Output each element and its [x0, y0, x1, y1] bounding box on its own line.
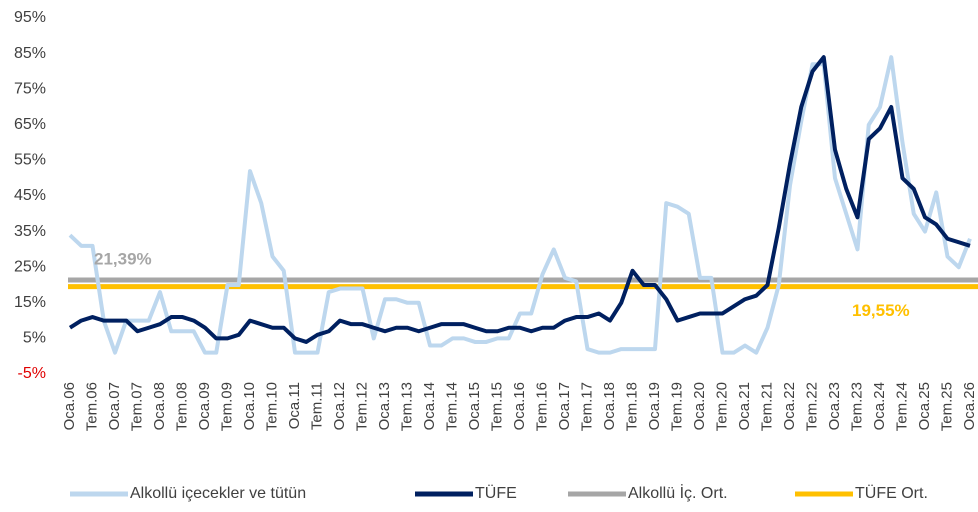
- y-tick-label: 95%: [14, 9, 46, 26]
- y-tick-label: 35%: [14, 223, 46, 240]
- x-tick-label: Tem.06: [83, 382, 100, 431]
- x-tick-label: Oca.26: [961, 382, 978, 430]
- x-tick-label: Tem.24: [893, 382, 910, 431]
- legend-label: TÜFE: [475, 484, 517, 502]
- y-tick-label: 75%: [14, 80, 46, 97]
- x-tick-label: Tem.22: [803, 382, 820, 431]
- y-tick-label: 5%: [23, 330, 46, 347]
- x-tick-label: Oca.25: [916, 382, 933, 430]
- x-tick-label: Tem.09: [218, 382, 235, 431]
- x-tick-label: Oca.09: [196, 382, 213, 430]
- x-tick-label: Oca.12: [331, 382, 348, 430]
- x-tick-label: Tem.18: [623, 382, 640, 431]
- x-tick-label: Tem.13: [398, 382, 415, 431]
- y-tick-label: 85%: [14, 45, 46, 62]
- x-tick-label: Oca.10: [241, 382, 258, 430]
- x-tick-label: Tem.07: [128, 382, 145, 431]
- x-tick-label: Oca.08: [151, 382, 168, 430]
- x-tick-label: Tem.17: [578, 382, 595, 431]
- x-tick-label: Oca.07: [106, 382, 123, 430]
- x-tick-label: Tem.12: [353, 382, 370, 431]
- x-tick-label: Tem.25: [938, 382, 955, 431]
- x-tick-label: Oca.24: [871, 382, 888, 430]
- y-tick-label: 45%: [14, 187, 46, 204]
- legend-label: TÜFE Ort.: [855, 484, 928, 502]
- x-tick-label: Tem.20: [713, 382, 730, 431]
- x-tick-label: Oca.06: [61, 382, 78, 430]
- y-tick-label: 65%: [14, 116, 46, 133]
- x-tick-label: Tem.14: [443, 382, 460, 431]
- x-tick-label: Oca.18: [601, 382, 618, 430]
- x-tick-label: Tem.16: [533, 382, 550, 431]
- series-line: [68, 55, 971, 344]
- y-tick-label: 25%: [14, 258, 46, 275]
- x-tick-label: Oca.13: [376, 382, 393, 430]
- reference-label: 21,39%: [94, 250, 152, 269]
- x-tick-label: Oca.21: [736, 382, 753, 430]
- x-tick-label: Tem.15: [488, 382, 505, 431]
- x-tick-label: Tem.19: [668, 382, 685, 431]
- y-tick-label: 55%: [14, 152, 46, 169]
- x-tick-label: Oca.11: [286, 382, 303, 429]
- legend-label: Alkollü İç. Ort.: [628, 483, 728, 502]
- reference-label: 19,55%: [852, 301, 910, 320]
- x-tick-label: Tem.08: [173, 382, 190, 431]
- x-tick-label: Oca.15: [466, 382, 483, 430]
- x-tick-label: Oca.14: [421, 382, 438, 430]
- x-tick-label: Tem.21: [758, 382, 775, 431]
- x-tick-label: Oca.19: [646, 382, 663, 430]
- series-line: [68, 55, 972, 355]
- y-tick-label: 15%: [14, 294, 46, 311]
- x-tick-label: Oca.20: [691, 382, 708, 430]
- x-tick-label: Oca.17: [556, 382, 573, 430]
- x-tick-label: Oca.16: [511, 382, 528, 430]
- x-tick-label: Tem.23: [848, 382, 865, 431]
- legend-label: Alkollü içecekler ve tütün: [130, 485, 306, 502]
- x-tick-label: Tem.10: [263, 382, 280, 431]
- y-tick-label: -5%: [18, 365, 46, 382]
- x-tick-label: Oca.23: [826, 382, 843, 430]
- x-tick-label: Oca.22: [781, 382, 798, 430]
- x-tick-label: Tem.11: [308, 382, 325, 430]
